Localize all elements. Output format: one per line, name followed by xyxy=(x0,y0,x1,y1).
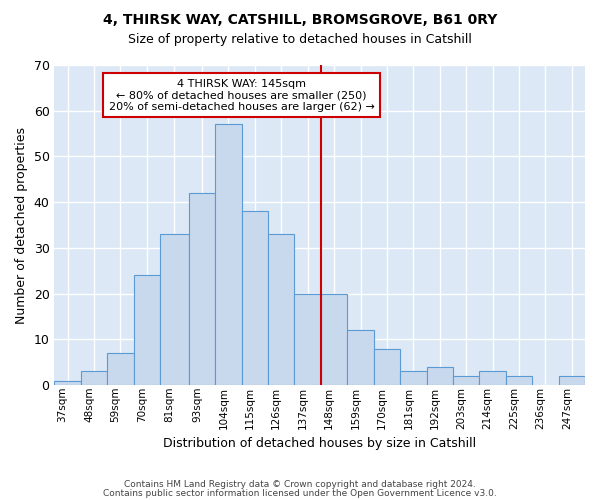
Bar xyxy=(427,367,453,385)
Bar xyxy=(559,376,585,385)
Bar xyxy=(506,376,532,385)
Bar xyxy=(189,193,215,385)
Bar xyxy=(215,124,242,385)
Bar xyxy=(268,234,295,385)
Text: Contains public sector information licensed under the Open Government Licence v3: Contains public sector information licen… xyxy=(103,490,497,498)
Bar xyxy=(160,234,189,385)
Bar xyxy=(400,372,427,385)
Bar xyxy=(81,372,107,385)
Text: Contains HM Land Registry data © Crown copyright and database right 2024.: Contains HM Land Registry data © Crown c… xyxy=(124,480,476,489)
Bar xyxy=(374,348,400,385)
Bar xyxy=(321,294,347,385)
Bar xyxy=(295,294,321,385)
Bar xyxy=(479,372,506,385)
Text: 4, THIRSK WAY, CATSHILL, BROMSGROVE, B61 0RY: 4, THIRSK WAY, CATSHILL, BROMSGROVE, B61… xyxy=(103,12,497,26)
Text: Size of property relative to detached houses in Catshill: Size of property relative to detached ho… xyxy=(128,32,472,46)
X-axis label: Distribution of detached houses by size in Catshill: Distribution of detached houses by size … xyxy=(163,437,476,450)
Bar xyxy=(55,380,81,385)
Bar xyxy=(134,276,160,385)
Bar xyxy=(347,330,374,385)
Y-axis label: Number of detached properties: Number of detached properties xyxy=(15,126,28,324)
Bar xyxy=(107,353,134,385)
Bar xyxy=(453,376,479,385)
Text: 4 THIRSK WAY: 145sqm
← 80% of detached houses are smaller (250)
20% of semi-deta: 4 THIRSK WAY: 145sqm ← 80% of detached h… xyxy=(109,78,374,112)
Bar xyxy=(242,212,268,385)
